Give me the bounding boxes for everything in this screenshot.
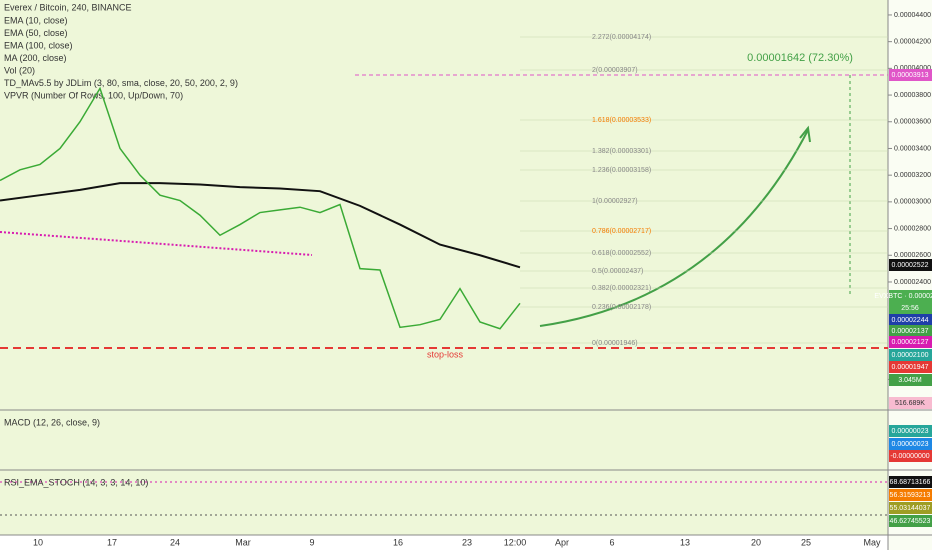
fib-label: 2.272(0.00004174) (592, 34, 651, 41)
fib-label: 0.382(0.00002321) (592, 285, 651, 292)
y-tick-label: 0.00003400 (894, 145, 931, 152)
fib-label: 0.618(0.00002552) (592, 250, 651, 257)
price-badge (889, 397, 932, 409)
rsi-title: RSI_EMA_STOCH (14, 3, 3, 14, 10) (4, 477, 148, 487)
price-badge (889, 302, 932, 314)
x-tick-label: Apr (555, 537, 569, 547)
price-badge-label: 55.03144037 (890, 505, 931, 512)
indicator-label: VPVR (Number Of Rows, 100, Up/Down, 70) (4, 90, 183, 100)
trend-line (0, 231, 313, 256)
fib-label: 0(0.00001946) (592, 340, 638, 347)
fib-label: 1.236(0.00003158) (592, 167, 651, 174)
indicator-label: EMA (10, close) (4, 15, 68, 25)
price-badge (889, 314, 932, 326)
fib-label: 1.618(0.00003533) (592, 117, 651, 124)
x-tick-label: 25 (801, 537, 811, 547)
fib-label: 1.382(0.00003301) (592, 148, 651, 155)
x-tick-label: 17 (107, 537, 117, 547)
price-badge (889, 425, 932, 437)
price-badge-label: 46.62745523 (890, 518, 931, 525)
price-badge (889, 515, 932, 527)
price-badge (889, 502, 932, 514)
price-badge-label: EVXBTC · 0.00002305 (874, 293, 932, 300)
price-badge (889, 476, 932, 488)
x-tick-label: 23 (462, 537, 472, 547)
price-badge (889, 349, 932, 361)
fib-label: 0.5(0.00002437) (592, 268, 643, 275)
price-badge-label: 0.00003913 (892, 72, 929, 79)
y-tick-label: 0.00002800 (894, 225, 931, 232)
price-badge (889, 259, 932, 271)
y-tick-label: 0.00004200 (894, 38, 931, 45)
price-axis-bg (888, 0, 932, 550)
x-tick-label: 9 (309, 537, 314, 547)
price-badge-label: 0.00002522 (892, 262, 929, 269)
y-tick-label: 0.00004400 (894, 12, 931, 19)
y-tick-label: 0.00004000 (894, 65, 931, 72)
price-badge (889, 361, 932, 373)
price-badge (889, 374, 932, 386)
price-badge-label: 0.00002127 (892, 339, 929, 346)
price-badge-label: -0.00000000 (890, 453, 929, 460)
fib-label: 0.786(0.00002717) (592, 228, 651, 235)
y-tick-label: 0.00002400 (894, 279, 931, 286)
price-badge-label: 0.00001947 (892, 364, 929, 371)
price-badge (889, 450, 932, 462)
y-tick-label: 0.00003200 (894, 172, 931, 179)
price-badge-label: 0.00002137 (892, 328, 929, 335)
x-tick-label: 16 (393, 537, 403, 547)
chart-title: Everex / Bitcoin, 240, BINANCE (4, 2, 132, 12)
macd-title: MACD (12, 26, close, 9) (4, 417, 100, 427)
price-badge-label: 56.31593213 (890, 492, 931, 499)
price-badge-label: 0.00000023 (892, 428, 929, 435)
x-tick-label: 20 (751, 537, 761, 547)
indicator-label: Vol (20) (4, 65, 35, 75)
price-badge (889, 69, 932, 81)
price-badge-label: 516.689K (895, 400, 925, 407)
price-badge (889, 325, 932, 337)
price-badge-label: 0.00002100 (892, 352, 929, 359)
indicator-label: TD_MAv5.5 by JDLim (3, 80, sma, close, 2… (4, 78, 238, 88)
price-badge (889, 489, 932, 501)
x-tick-label: May (863, 537, 881, 547)
indicator-label: MA (200, close) (4, 53, 67, 63)
price-badge (889, 336, 932, 348)
x-tick-label: 13 (680, 537, 690, 547)
indicator-label: EMA (50, close) (4, 28, 68, 38)
stop-loss-label: stop-loss (427, 349, 464, 359)
price-badge-label: 3.045M (898, 377, 922, 384)
x-tick-label: Mar (235, 537, 251, 547)
fib-label: 1(0.00002927) (592, 198, 638, 205)
price-badge (889, 290, 932, 302)
y-tick-label: 0.00003600 (894, 119, 931, 126)
y-tick-label: 0.00002600 (894, 252, 931, 259)
price-line (0, 86, 521, 330)
ma200-line (0, 182, 521, 269)
x-tick-label: 10 (33, 537, 43, 547)
price-badge (889, 438, 932, 450)
x-tick-label: 12:00 (504, 537, 527, 547)
target-label: 0.00001642 (72.30%) (747, 52, 853, 64)
y-tick-label: 0.00003800 (894, 92, 931, 99)
fib-label: 0.236(0.00002178) (592, 304, 651, 311)
x-tick-label: 6 (609, 537, 614, 547)
y-tick-label: 0.00003000 (894, 199, 931, 206)
indicator-label: EMA (100, close) (4, 40, 73, 50)
arrow-head (799, 125, 811, 143)
price-badge-label: 0.00000023 (892, 441, 929, 448)
chart-background (0, 0, 888, 535)
fib-label: 2(0.00003907) (592, 67, 638, 74)
price-badge-label: 68.68713166 (890, 479, 931, 486)
forecast-arrow (539, 129, 809, 327)
price-badge-label: 25:56 (901, 305, 919, 312)
x-tick-label: 24 (170, 537, 180, 547)
price-badge-label: 0.00002244 (892, 317, 929, 324)
